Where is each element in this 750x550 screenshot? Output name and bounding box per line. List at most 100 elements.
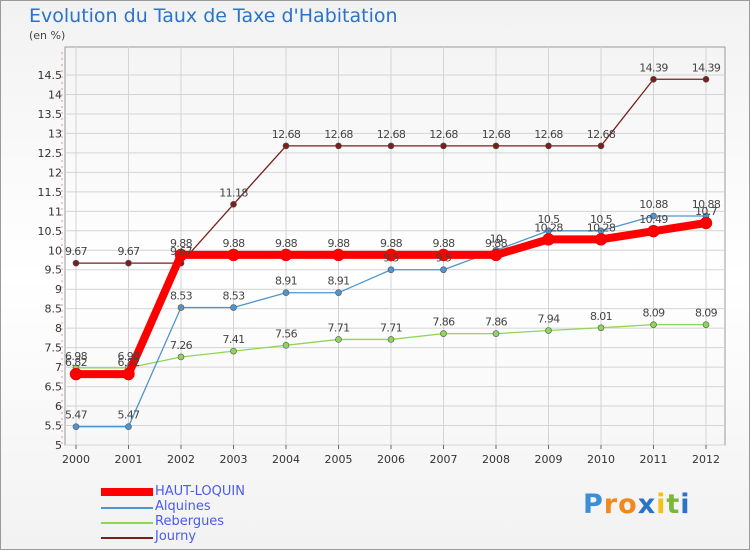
data-point-rebergues <box>702 321 710 328</box>
axis-dot <box>61 298 63 300</box>
data-point-rebergues <box>440 330 447 337</box>
data-point-haut-loquin <box>384 248 398 262</box>
y-tick-label: 5 <box>55 439 62 452</box>
data-label-haut-loquin: 9.88 <box>380 237 403 250</box>
proxiti-logo: Proxiti <box>583 489 691 520</box>
data-point-journy <box>440 142 447 150</box>
x-tick-label: 2008 <box>482 453 510 466</box>
data-label-rebergues: 7.86 <box>432 316 455 329</box>
data-point-haut-loquin <box>594 233 608 246</box>
data-point-rebergues <box>335 336 342 343</box>
data-point-haut-loquin <box>437 248 450 262</box>
data-label-alquines: 5.47 <box>117 409 140 422</box>
axis-dot <box>61 124 63 126</box>
axis-dot <box>61 58 63 60</box>
data-point-alquines <box>125 423 132 430</box>
axis-dot <box>61 214 63 216</box>
data-label-haut-loquin: 9.88 <box>275 237 298 250</box>
data-point-alquines <box>177 304 185 311</box>
data-label-rebergues: 6.98 <box>65 350 88 363</box>
x-tick-label: 2006 <box>377 453 405 466</box>
data-point-journy <box>72 259 80 267</box>
axis-dot <box>61 244 63 246</box>
data-point-rebergues <box>597 324 605 332</box>
axis-dot <box>61 388 63 390</box>
data-label-alquines: 10 <box>490 232 503 245</box>
logo-letter: i <box>680 489 691 520</box>
axis-dot <box>61 178 63 180</box>
axis-dot <box>61 106 63 108</box>
axis-dot <box>61 154 63 156</box>
legend-swatch-alquines <box>101 507 153 509</box>
axis-dot <box>61 70 63 72</box>
y-tick-label: 13.5 <box>38 108 63 121</box>
axis-dot <box>61 118 63 120</box>
data-point-haut-loquin <box>647 224 660 238</box>
data-point-journy <box>230 201 237 208</box>
data-label-alquines: 10.5 <box>590 213 613 226</box>
y-tick-label: 9 <box>55 283 62 296</box>
data-point-rebergues <box>650 321 657 328</box>
data-point-haut-loquin <box>542 233 555 246</box>
data-point-alquines <box>440 266 447 274</box>
x-tick-label: 2009 <box>535 453 563 466</box>
data-label-journy: 12.68 <box>324 128 353 141</box>
data-label-journy: 12.68 <box>377 128 406 141</box>
data-label-rebergues: 7.41 <box>222 333 244 346</box>
data-label-alquines: 8.53 <box>222 290 245 303</box>
data-point-haut-loquin <box>122 367 135 381</box>
data-point-rebergues <box>545 327 552 334</box>
chart-title: Evolution du Taux de Taxe d'Habitation <box>29 5 398 27</box>
axis-dot <box>61 406 63 408</box>
x-tick-label: 2001 <box>115 453 143 466</box>
axis-dot <box>61 322 63 324</box>
data-label-journy: 12.68 <box>272 128 301 141</box>
axis-dot <box>61 136 63 138</box>
legend-swatch-journy <box>101 537 153 539</box>
data-label-haut-loquin: 6.82 <box>65 356 87 369</box>
legend-label-alquines: Alquines <box>155 499 211 514</box>
data-label-rebergues: 7.94 <box>537 312 560 325</box>
axis-dot <box>61 346 63 348</box>
axis-dot <box>61 292 63 294</box>
axis-dot <box>61 436 63 438</box>
axis-dot <box>61 232 63 234</box>
y-tick-label: 12.5 <box>38 147 63 160</box>
axis-dot <box>61 238 63 240</box>
data-label-alquines: 8.91 <box>275 275 297 288</box>
axis-dot <box>61 442 63 444</box>
axis-dot <box>61 316 63 318</box>
legend-swatch-rebergues <box>101 522 153 524</box>
data-label-haut-loquin: 9.88 <box>485 237 508 250</box>
logo-letter: P <box>583 489 604 520</box>
axis-dot <box>61 172 63 174</box>
x-tick-label: 2011 <box>640 453 668 466</box>
y-tick-label: 7.5 <box>45 342 63 355</box>
data-point-journy <box>387 142 395 150</box>
data-point-haut-loquin <box>489 248 503 262</box>
axis-dot <box>61 112 63 114</box>
x-tick-label: 2010 <box>587 453 615 466</box>
data-label-alquines: 8.91 <box>327 275 349 288</box>
data-point-alquines <box>230 304 237 311</box>
data-point-journy <box>702 75 710 83</box>
x-tick-label: 2002 <box>167 453 195 466</box>
data-label-rebergues: 7.26 <box>170 339 193 352</box>
axis-dot <box>61 52 63 54</box>
axis-dot <box>61 88 63 90</box>
axis-dot <box>61 148 63 150</box>
data-point-journy <box>545 142 552 150</box>
data-label-journy: 12.68 <box>429 128 458 141</box>
y-tick-label: 10.5 <box>38 225 63 238</box>
data-point-journy <box>597 142 605 150</box>
x-tick-label: 2004 <box>272 453 300 466</box>
axis-dot <box>61 370 63 372</box>
axis-dot <box>61 256 63 258</box>
data-label-haut-loquin: 9.88 <box>222 237 245 250</box>
axis-dot <box>61 268 63 270</box>
axis-dot <box>61 184 63 186</box>
y-tick-label: 13 <box>48 127 62 140</box>
data-label-alquines: 9.5 <box>383 252 399 265</box>
axis-dot <box>61 418 63 420</box>
